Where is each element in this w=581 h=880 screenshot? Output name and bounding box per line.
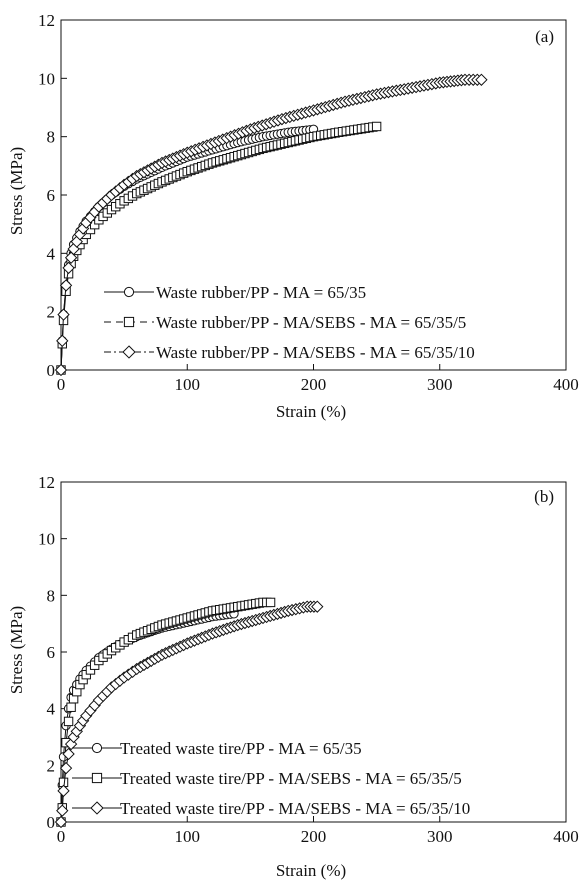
data-point-diamond	[62, 747, 75, 761]
legend-label-2: Treated waste tire/PP - MA/SEBS - MA = 6…	[120, 769, 462, 788]
panel-a-label: (a)	[535, 27, 554, 46]
data-point-diamond	[64, 251, 78, 264]
legend-marker-circle	[123, 286, 135, 298]
x-tick-label: 100	[175, 375, 201, 394]
panel-a-x-axis-title: Strain (%)	[276, 402, 346, 421]
panel-a-legend: Waste rubber/PP - MA = 65/35 Waste rubber…	[104, 283, 475, 362]
y-tick-label: 10	[38, 530, 55, 549]
data-point-square	[63, 716, 74, 727]
panel-b-label: (b)	[534, 487, 554, 506]
x-tick-label: 0	[57, 827, 66, 846]
x-tick-label: 300	[427, 827, 453, 846]
data-point-diamond	[57, 308, 70, 321]
data-point-diamond	[475, 73, 488, 86]
legend-label-3: Treated waste tire/PP - MA/SEBS - MA = 6…	[120, 799, 470, 818]
legend-label-1: Waste rubber/PP - MA = 65/35	[156, 283, 366, 302]
panel-a-y-axis-title: Stress (MPa)	[7, 147, 26, 235]
panel-b: (b) Strain (%) Stress (MPa) 0 100 200 300 40…	[7, 473, 579, 880]
x-tick-label: 100	[175, 827, 201, 846]
y-tick-label: 2	[47, 303, 56, 322]
data-point-diamond	[64, 737, 78, 751]
y-tick-label: 0	[47, 813, 56, 832]
legend-marker-circle	[91, 742, 103, 754]
y-tick-label: 8	[47, 128, 56, 147]
panel-b-x-axis-title: Strain (%)	[276, 861, 346, 880]
y-tick-label: 4	[47, 700, 56, 719]
legend-marker-diamond	[122, 345, 136, 359]
y-tick-label: 12	[38, 473, 55, 492]
x-tick-label: 400	[553, 375, 579, 394]
legend-marker-square	[91, 772, 103, 784]
panel-a: (a) Strain (%) Stress (MPa) 0 100 200 300 40…	[7, 11, 579, 421]
x-tick-label: 400	[553, 827, 579, 846]
data-point-square	[66, 702, 76, 712]
data-point-diamond	[56, 804, 69, 817]
y-tick-label: 6	[47, 186, 56, 205]
panel-a-series-3	[54, 73, 488, 377]
panel-a-series-1	[56, 124, 319, 375]
data-point-diamond	[56, 334, 69, 348]
panel-b-y-axis-title: Stress (MPa)	[7, 606, 26, 694]
data-point-diamond	[57, 784, 70, 798]
data-point-diamond	[59, 761, 73, 775]
series-line	[60, 128, 314, 371]
data-point-diamond	[59, 279, 73, 292]
y-tick-label: 2	[47, 756, 56, 775]
panel-b-series-3	[54, 600, 324, 829]
legend-marker-square	[123, 316, 135, 328]
data-point-diamond	[54, 363, 68, 377]
legend-label-1: Treated waste tire/PP - MA = 65/35	[120, 739, 362, 758]
legend-label-3: Waste rubber/PP - MA/SEBS - MA = 65/35/1…	[156, 343, 475, 362]
x-tick-label: 200	[301, 375, 327, 394]
data-point-square	[265, 597, 276, 608]
legend-marker-diamond	[90, 801, 104, 815]
data-point-diamond	[54, 815, 68, 829]
panel-a-series-2	[56, 121, 382, 375]
y-tick-label: 10	[38, 69, 55, 88]
data-point-square	[371, 121, 382, 132]
y-tick-label: 12	[38, 11, 55, 30]
data-point-diamond	[311, 600, 324, 613]
x-tick-label: 200	[301, 827, 327, 846]
y-tick-label: 0	[47, 361, 56, 380]
panel-b-legend: Treated waste tire/PP - MA = 65/35 Treate…	[72, 739, 470, 818]
y-tick-label: 8	[47, 586, 56, 605]
x-tick-label: 300	[427, 375, 453, 394]
panel-b-series-2	[56, 597, 276, 827]
y-tick-label: 4	[47, 244, 56, 263]
legend-label-2: Waste rubber/PP - MA/SEBS - MA = 65/35/5	[156, 313, 466, 332]
y-tick-label: 6	[47, 643, 56, 662]
data-point-diamond	[62, 261, 75, 275]
x-tick-label: 0	[57, 375, 66, 394]
